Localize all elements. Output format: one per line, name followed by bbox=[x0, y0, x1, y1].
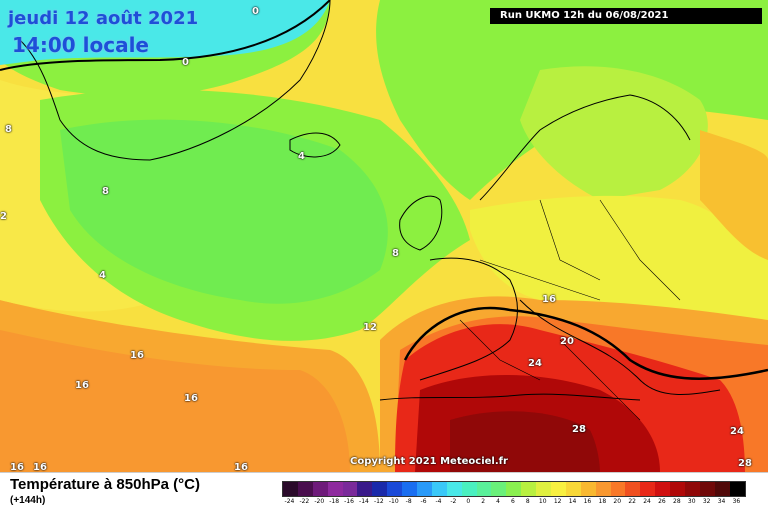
color-scale-swatch bbox=[729, 482, 745, 496]
color-scale-tick: -10 bbox=[388, 498, 399, 505]
color-scale-swatch bbox=[506, 482, 522, 496]
isotherm-label: 4 bbox=[99, 270, 106, 281]
color-scale-swatch bbox=[297, 482, 313, 496]
color-scale-tick: -14 bbox=[359, 498, 369, 505]
color-scale-swatch bbox=[551, 482, 566, 496]
map-title-date: jeudi 12 août 2021 bbox=[8, 8, 199, 29]
color-scale-tick: 14 bbox=[568, 498, 577, 505]
color-scale-tick: -24 bbox=[284, 498, 295, 505]
copyright-text: Copyright 2021 Meteociel.fr bbox=[350, 456, 508, 467]
color-scale-swatch bbox=[417, 482, 432, 496]
color-scale-swatch bbox=[476, 482, 492, 496]
color-scale-swatch bbox=[461, 482, 477, 496]
isotherm-label: 16 bbox=[184, 393, 198, 404]
isotherm-label: 0 bbox=[182, 57, 189, 68]
color-scale-swatch bbox=[610, 482, 626, 496]
isotherm-label: 8 bbox=[102, 186, 109, 197]
color-scale-swatch bbox=[491, 482, 507, 496]
map-title-time: 14:00 locale bbox=[12, 33, 149, 57]
color-scale-tick: 30 bbox=[687, 498, 696, 505]
isotherm-label: 12 bbox=[363, 322, 377, 333]
map-canvas bbox=[0, 0, 768, 472]
color-scale-tick: 20 bbox=[613, 498, 622, 505]
color-scale-swatch bbox=[699, 482, 715, 496]
color-scale-swatch bbox=[283, 482, 298, 496]
isotherm-label: 16 bbox=[130, 350, 144, 361]
color-scale-tick: 32 bbox=[702, 498, 711, 505]
color-scale-swatch bbox=[714, 482, 730, 496]
color-scale-tick: -8 bbox=[405, 498, 412, 505]
color-scale-swatch bbox=[521, 482, 537, 496]
color-scale-swatch bbox=[327, 482, 343, 496]
run-info-box: Run UKMO 12h du 06/08/2021 bbox=[490, 8, 762, 24]
color-scale-tick: -18 bbox=[329, 498, 340, 505]
legend-footer: Température à 850hPa (°C) (+144h) -24 -22… bbox=[0, 472, 768, 513]
temperature-map: jeudi 12 août 2021 14:00 locale Run UKMO… bbox=[0, 0, 768, 472]
color-scale-swatch bbox=[536, 482, 552, 496]
isotherm-label: 16 bbox=[542, 294, 556, 305]
color-scale-tick: -2 bbox=[450, 498, 457, 505]
isotherm-label: 16 bbox=[75, 380, 89, 391]
color-scale-swatch bbox=[625, 482, 641, 496]
color-scale-tick: 22 bbox=[628, 498, 636, 505]
isotherm-label: 8 bbox=[5, 124, 12, 135]
color-scale-swatch bbox=[357, 482, 373, 496]
isotherm-label: 24 bbox=[528, 358, 542, 369]
isotherm-label: 4 bbox=[298, 151, 305, 162]
color-scale-ticks: -24 -22 -20 -18 -16 -14 -12 -10 -8 -6 -4 -2 0 2 4 6 8 10 1… bbox=[282, 498, 752, 510]
color-scale-swatch bbox=[446, 482, 462, 496]
color-scale-tick: 16 bbox=[583, 498, 592, 505]
isotherm-label: 28 bbox=[572, 424, 586, 435]
color-scale-tick: -12 bbox=[373, 498, 384, 505]
isotherm-label: 0 bbox=[252, 6, 259, 17]
color-scale-swatch bbox=[402, 482, 418, 496]
isotherm-label: 28 bbox=[738, 458, 752, 469]
color-scale-swatch bbox=[431, 482, 447, 496]
color-scale-tick: 10 bbox=[538, 498, 547, 505]
isotherm-label: 16 bbox=[33, 462, 47, 472]
color-scale-tick: 2 bbox=[481, 498, 486, 505]
color-scale-tick: 12 bbox=[553, 498, 562, 505]
color-scale-tick: 18 bbox=[598, 498, 607, 505]
isotherm-label: 16 bbox=[234, 462, 248, 472]
color-scale-swatch bbox=[565, 482, 581, 496]
isotherm-label: 8 bbox=[392, 248, 399, 259]
color-scale-tick: -6 bbox=[420, 498, 427, 505]
isotherm-label: 24 bbox=[730, 426, 744, 437]
color-scale-tick: 8 bbox=[525, 498, 530, 505]
isotherm-label: 16 bbox=[10, 462, 24, 472]
color-scale-tick: 0 bbox=[466, 498, 471, 505]
color-scale-swatch bbox=[342, 482, 358, 496]
color-scale-tick: -20 bbox=[314, 498, 325, 505]
color-scale-swatch bbox=[685, 482, 700, 496]
color-scale-swatch bbox=[312, 482, 328, 496]
isotherm-label: 2 bbox=[0, 211, 7, 222]
color-scale-swatch bbox=[640, 482, 656, 496]
color-scale-swatch bbox=[655, 482, 671, 496]
color-scale-swatch bbox=[595, 482, 611, 496]
color-scale-tick: 26 bbox=[658, 498, 666, 505]
color-scale-swatch bbox=[670, 482, 686, 496]
color-scale bbox=[282, 481, 746, 497]
color-scale-tick: -16 bbox=[344, 498, 354, 505]
color-scale-swatch bbox=[580, 482, 596, 496]
legend-title: Température à 850hPa (°C) bbox=[10, 476, 200, 493]
color-scale-swatch bbox=[387, 482, 403, 496]
color-scale-tick: 24 bbox=[643, 498, 651, 505]
color-scale-tick: 28 bbox=[673, 498, 681, 505]
legend-subtitle: (+144h) bbox=[10, 495, 46, 506]
color-scale-tick: -22 bbox=[299, 498, 310, 505]
color-scale-tick: 36 bbox=[732, 498, 741, 505]
color-scale-tick: 6 bbox=[511, 498, 515, 505]
color-scale-tick: 34 bbox=[717, 498, 726, 505]
isotherm-label: 20 bbox=[560, 336, 574, 347]
color-scale-tick: -4 bbox=[435, 498, 442, 505]
color-scale-tick: 4 bbox=[496, 498, 500, 505]
color-scale-swatch bbox=[372, 482, 388, 496]
